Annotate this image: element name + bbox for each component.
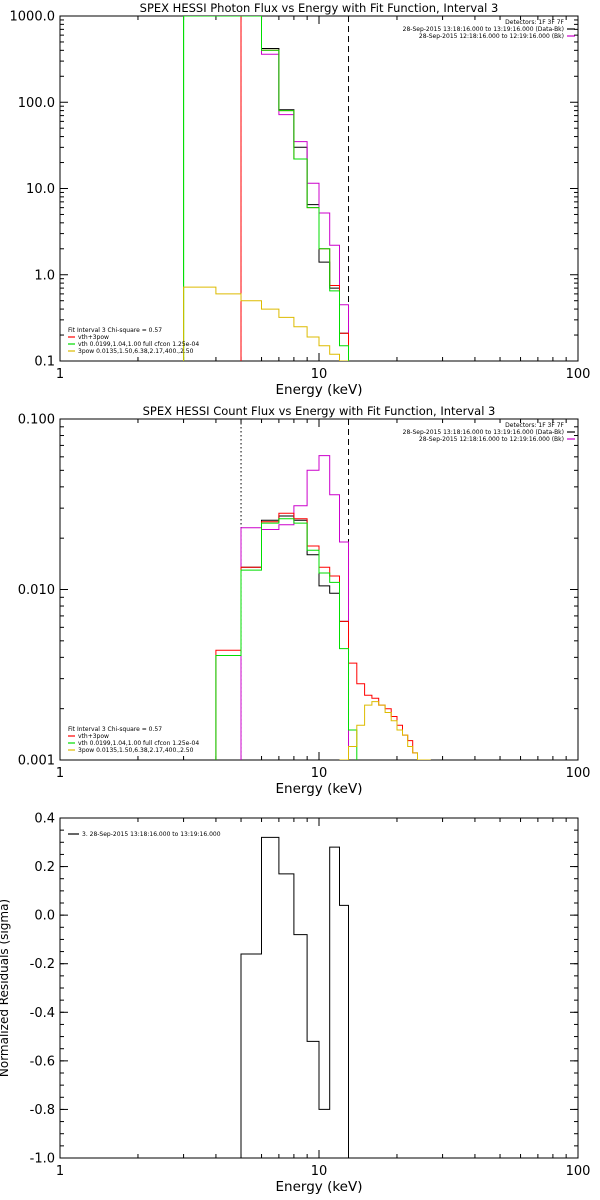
x-tick-label: 100 — [566, 766, 591, 781]
info-line: 28-Sep-2015 12:18:16.000 to 12:19:16.000… — [419, 436, 564, 443]
y-tick-label: 100.0 — [18, 96, 55, 111]
y-tick-label: 0.001 — [18, 754, 55, 769]
legend-entry: 3. 28-Sep-2015 13:18:16.000 to 13:19:16.… — [82, 831, 221, 838]
y-axis: 0.001 0.010 0.100 — [18, 413, 578, 769]
legend: Fit Interval 3 Chi-square = 0.57vth+3pow… — [68, 726, 199, 754]
chart-title: SPEX HESSI Count Flux vs Energy with Fit… — [143, 404, 496, 418]
y-axis-label: Normalized Residuals (sigma) — [0, 899, 11, 1077]
y-tick-label: 0.2 — [34, 860, 55, 875]
info-line: 28-Sep-2015 12:18:16.000 to 12:19:16.000… — [419, 33, 564, 40]
data-series-histogram — [183, 286, 349, 361]
legend-entry: vth+3pow — [78, 733, 109, 740]
y-tick-label: 0.0 — [34, 909, 55, 924]
y-tick-label: -0.4 — [30, 1006, 55, 1021]
legend-entry: vth 0.0199,1.04,1.00 full cfcon 1.25e-04 — [78, 341, 199, 348]
y-axis: 0.1 1.0 10.0 100.0 1000.0 — [10, 10, 578, 370]
y-tick-label: 0.1 — [34, 355, 55, 370]
data-series-histogram — [215, 512, 431, 760]
data-series-histogram — [240, 455, 349, 760]
series-group — [240, 836, 349, 1158]
legend-entry: vth+3pow — [78, 334, 109, 341]
x-axis: 1 10 100 Energy (keV) — [56, 16, 591, 398]
x-tick-label: 100 — [566, 367, 591, 382]
data-series-histogram — [240, 16, 349, 361]
y-tick-label: 0.010 — [18, 583, 55, 598]
x-tick-label: 1 — [56, 1164, 64, 1179]
legend-entry: Fit Interval 3 Chi-square = 0.57 — [68, 726, 162, 733]
reference-lines — [240, 419, 350, 760]
x-axis-label: Energy (keV) — [276, 382, 363, 398]
y-tick-label: 1000.0 — [10, 10, 56, 25]
data-series-histogram — [240, 836, 349, 1158]
x-tick-label: 10 — [311, 367, 328, 382]
x-axis: 1 10 100 Energy (keV) — [56, 419, 591, 797]
series-group — [215, 455, 431, 760]
data-series-histogram — [240, 16, 349, 361]
y-tick-label: -0.2 — [30, 957, 55, 972]
x-tick-label: 100 — [566, 1164, 591, 1179]
x-tick-label: 10 — [311, 766, 328, 781]
y-tick-label: 1.0 — [34, 268, 55, 283]
series-group — [183, 16, 349, 361]
data-series-histogram — [240, 16, 349, 361]
info-line: Detectors: 1F 3F 7F — [505, 422, 564, 429]
x-tick-label: 1 — [56, 367, 64, 382]
y-tick-label: -1.0 — [30, 1152, 55, 1167]
legend-entry: 3pow 0.0135,1.50,6.38,2.17,400.,2.50 — [78, 348, 194, 355]
info-line: 28-Sep-2015 13:18:16.000 to 13:19:16.000… — [403, 26, 564, 33]
chart-panel-1: SPEX HESSI Photon Flux vs Energy with Fi… — [10, 1, 591, 398]
x-axis-label: Energy (keV) — [276, 781, 363, 797]
chart-panel-3: 1 10 100 Energy (keV) -1.0 -0.8 -0.6 -0.4 -0.2 0.… — [0, 812, 590, 1196]
legend-entry: vth 0.0199,1.04,1.00 full cfcon 1.25e-04 — [78, 740, 199, 747]
x-axis-label: Energy (keV) — [276, 1179, 363, 1195]
data-series-histogram — [215, 518, 358, 760]
legend: 3. 28-Sep-2015 13:18:16.000 to 13:19:16.… — [68, 831, 221, 838]
info-line: Detectors: 1F 3F 7F — [505, 19, 564, 26]
legend-entry: Fit Interval 3 Chi-square = 0.57 — [68, 327, 162, 334]
y-axis: -1.0 -0.8 -0.6 -0.4 -0.2 0.0 0.2 0.4 Normalized … — [0, 812, 578, 1167]
y-tick-label: 0.4 — [34, 812, 55, 827]
y-tick-label: -0.8 — [30, 1103, 55, 1118]
data-series-histogram — [240, 515, 349, 760]
data-series-histogram — [339, 701, 431, 760]
y-tick-label: 0.100 — [18, 413, 55, 428]
chart-title: SPEX HESSI Photon Flux vs Energy with Fi… — [140, 1, 499, 15]
y-tick-label: -0.6 — [30, 1054, 55, 1069]
data-series-histogram — [183, 16, 349, 361]
chart-panel-2: SPEX HESSI Count Flux vs Energy with Fit… — [18, 404, 591, 797]
x-tick-label: 1 — [56, 766, 64, 781]
x-tick-label: 10 — [311, 1164, 328, 1179]
info-line: 28-Sep-2015 13:18:16.000 to 13:19:16.000… — [403, 429, 564, 436]
x-axis: 1 10 100 Energy (keV) — [56, 818, 591, 1195]
legend: Fit Interval 3 Chi-square = 0.57vth+3pow… — [68, 327, 199, 355]
y-tick-label: 10.0 — [26, 182, 55, 197]
legend-entry: 3pow 0.0135,1.50,6.38,2.17,400.,2.50 — [78, 747, 194, 754]
